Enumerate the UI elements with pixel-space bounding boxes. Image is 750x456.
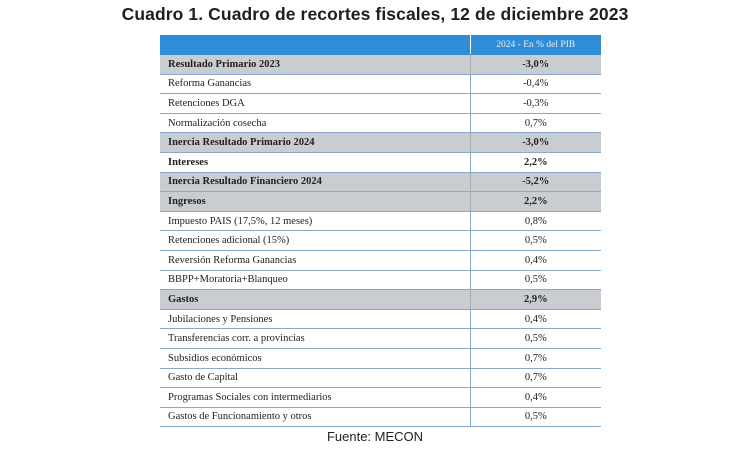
row-value: -0,3% [469,93,601,114]
row-label: Retenciones DGA [160,93,470,114]
table-row: Resultado Primario 2023 -3,0% [160,54,601,75]
row-value: -5,2% [469,172,601,193]
row-value: 0,4% [469,309,601,330]
table-row: Subsidios económicos 0,7% [160,348,601,369]
row-label: Intereses [160,152,470,173]
fiscal-cuts-table: 2024 - En % del PIB Resultado Primario 2… [160,35,601,428]
table-row: Jubilaciones y Pensiones 0,4% [160,309,601,330]
table-row: Retenciones DGA -0,3% [160,93,601,114]
row-label: Retenciones adicional (15%) [160,230,470,251]
table-row: Reversión Reforma Ganancias 0,4% [160,250,601,271]
row-value: 0,7% [469,368,601,389]
row-label: Inercia Resultado Financiero 2024 [160,172,470,193]
row-value: 2,9% [469,289,601,310]
row-label: BBPP+Moratoria+Blanqueo [160,270,470,291]
row-value: 0,5% [469,328,601,349]
header-label-cell [160,35,470,55]
table-header-row: 2024 - En % del PIB [160,35,601,55]
table-row: Intereses 2,2% [160,152,601,173]
row-value: 0,5% [469,230,601,251]
row-value: 2,2% [469,152,601,173]
row-label: Inercia Resultado Primario 2024 [160,132,470,153]
table-row: BBPP+Moratoria+Blanqueo 0,5% [160,270,601,291]
row-label: Gastos de Funcionamiento y otros [160,407,470,428]
row-value: 2,2% [469,191,601,212]
row-value: 0,7% [469,348,601,369]
row-label: Normalización cosecha [160,113,470,134]
header-value-cell: 2024 - En % del PIB [469,35,601,55]
table-row: Gastos de Funcionamiento y otros 0,5% [160,407,601,428]
table-row: Normalización cosecha 0,7% [160,113,601,134]
row-value: -3,0% [469,132,601,153]
row-label: Impuesto PAIS (17,5%, 12 meses) [160,211,470,232]
row-label: Gasto de Capital [160,368,470,389]
table-row: Reforma Ganancias -0,4% [160,74,601,95]
row-value: 0,5% [469,407,601,428]
row-label: Resultado Primario 2023 [160,54,470,75]
row-value: 0,5% [469,270,601,291]
row-label: Ingresos [160,191,470,212]
row-value: 0,8% [469,211,601,232]
row-label: Jubilaciones y Pensiones [160,309,470,330]
row-label: Gastos [160,289,470,310]
source-note: Fuente: MECON [326,429,424,444]
row-label: Reforma Ganancias [160,74,470,95]
row-value: -3,0% [469,54,601,75]
row-value: 0,7% [469,113,601,134]
table-row: Gasto de Capital 0,7% [160,368,601,389]
table-row: Inercia Resultado Primario 2024 -3,0% [160,132,601,153]
row-label: Reversión Reforma Ganancias [160,250,470,271]
row-label: Subsidios económicos [160,348,470,369]
row-value: 0,4% [469,387,601,408]
row-label: Transferencias corr. a provincias [160,328,470,349]
table-row: Impuesto PAIS (17,5%, 12 meses) 0,8% [160,211,601,232]
table-row: Inercia Resultado Financiero 2024 -5,2% [160,172,601,193]
table-row: Gastos 2,9% [160,289,601,310]
table-row: Transferencias corr. a provincias 0,5% [160,328,601,349]
row-value: 0,4% [469,250,601,271]
row-label: Programas Sociales con intermediarios [160,387,470,408]
table-row: Retenciones adicional (15%) 0,5% [160,230,601,251]
table-row: Ingresos 2,2% [160,191,601,212]
page-title: Cuadro 1. Cuadro de recortes fiscales, 1… [121,4,629,24]
table-row: Programas Sociales con intermediarios 0,4… [160,387,601,408]
row-value: -0,4% [469,74,601,95]
